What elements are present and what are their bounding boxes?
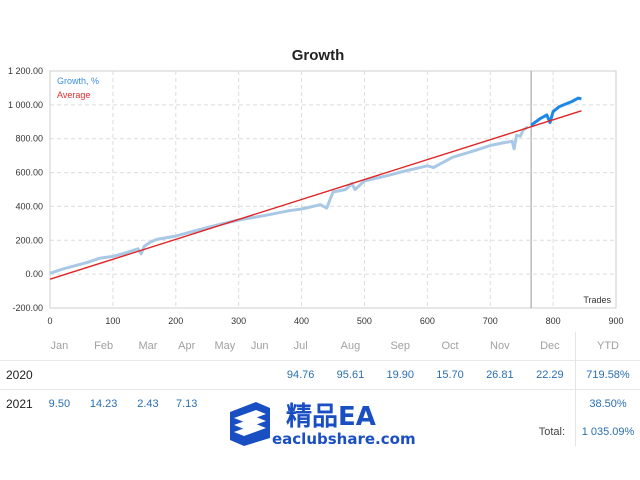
y-tick-label: 600.00 <box>15 168 43 178</box>
y-tick-label: 1 000.00 <box>8 100 43 110</box>
month-header: Nov <box>490 340 510 352</box>
watermark-domain: eaclubshare.com <box>272 430 416 448</box>
x-axis-ticks: 0 100 200 300 400 500 600 700 800 900 <box>47 316 623 326</box>
x-tick-label: 500 <box>357 316 372 326</box>
month-value-cell: 15.70 <box>425 360 475 390</box>
month-value-cell <box>375 389 426 418</box>
y-tick-label: 1 200.00 <box>8 66 43 76</box>
ytd-cell: 719.58% <box>575 360 640 390</box>
month-value-cell <box>40 360 79 390</box>
x-tick-label: 200 <box>168 316 183 326</box>
month-value-cell <box>524 389 576 418</box>
x-tick-label: 700 <box>483 316 498 326</box>
month-value-cell <box>275 389 326 418</box>
month-value-cell: 7.13 <box>167 389 207 418</box>
year-header <box>0 332 40 361</box>
month-value-cell: 94.76 <box>275 360 326 390</box>
watermark: 精品EA eaclubshare.com <box>226 396 426 452</box>
year-cell: 2021 <box>0 389 40 418</box>
month-value-cell <box>474 389 525 418</box>
x-tick-label: 900 <box>608 316 623 326</box>
growth-chart-svg: Growth -200.00 0.00 200.00 400.00 600.00 800.… <box>8 47 624 326</box>
month-header: Jul <box>293 340 308 352</box>
month-header: Sep <box>390 340 411 352</box>
x-axis-label: Trades <box>583 295 611 305</box>
legend-average: Average <box>57 90 90 100</box>
total-value: 1 035.09% <box>575 418 640 446</box>
total-label: Total: <box>538 426 565 438</box>
table-row: 2021 9.50 14.23 2.43 7.13 38.50% <box>0 389 640 418</box>
month-value-cell: 9.50 <box>40 389 79 418</box>
month-header: May <box>214 340 236 352</box>
y-tick-label: -200.00 <box>12 303 43 313</box>
x-tick-label: 100 <box>105 316 120 326</box>
x-tick-label: 0 <box>47 316 52 326</box>
year-cell: 2020 <box>0 360 40 390</box>
ytd-cell: 38.50% <box>575 389 640 418</box>
month-header: Mar <box>138 340 158 352</box>
month-header: Oct <box>441 340 459 352</box>
growth-recent-series-line <box>530 96 582 127</box>
month-value-cell <box>206 360 244 390</box>
legend-growth: Growth, % <box>57 76 99 86</box>
month-header: Jan <box>50 340 69 352</box>
x-tick-label: 800 <box>546 316 561 326</box>
ytd-header: YTD <box>575 332 640 361</box>
y-tick-label: 400.00 <box>15 201 43 211</box>
month-value-cell: 2.43 <box>128 389 168 418</box>
month-header: Apr <box>178 340 196 352</box>
month-value-cell: 95.61 <box>325 360 376 390</box>
growth-chart: Growth -200.00 0.00 200.00 400.00 600.00 800.… <box>8 47 624 326</box>
average-series-line <box>49 110 582 280</box>
y-tick-label: 200.00 <box>15 235 43 245</box>
chart-title: Growth <box>292 47 345 64</box>
y-axis-ticks: -200.00 0.00 200.00 400.00 600.00 800.00 1 000… <box>8 66 43 313</box>
month-value-cell <box>128 360 168 390</box>
grid <box>50 71 616 308</box>
month-value-cell <box>167 360 207 390</box>
series-group <box>49 96 582 280</box>
y-tick-label: 800.00 <box>15 134 43 144</box>
month-value-cell: 22.29 <box>524 360 576 390</box>
month-header: Feb <box>94 340 114 352</box>
x-tick-label: 600 <box>420 316 435 326</box>
month-value-cell: 19.90 <box>375 360 426 390</box>
x-tick-label: 400 <box>294 316 309 326</box>
month-value-cell <box>425 389 475 418</box>
y-tick-label: 0.00 <box>25 269 43 279</box>
month-header: Jun <box>250 340 269 352</box>
table-row: 2020 94.76 95.61 19.90 15.70 26.81 22.29 719.58… <box>0 360 640 390</box>
month-value-cell <box>243 360 276 390</box>
book-stack-icon <box>230 402 270 446</box>
month-value-cell: 14.23 <box>78 389 129 418</box>
month-header: Dec <box>540 340 560 352</box>
month-value-cell <box>78 360 129 390</box>
month-value-cell: 26.81 <box>474 360 525 390</box>
monthly-returns-table: Jan Feb Mar Apr May Jun Jul Aug Sep Oct Nov Dec YTD … <box>0 332 640 446</box>
x-tick-label: 300 <box>231 316 246 326</box>
growth-series-line <box>49 125 529 275</box>
watermark-title: 精品EA <box>286 402 376 432</box>
total-row: Total: 1 035.09% <box>0 418 640 446</box>
month-value-cell <box>325 389 376 418</box>
table-header-row: Jan Feb Mar Apr May Jun Jul Aug Sep Oct Nov Dec YTD <box>0 332 640 361</box>
month-header: Aug <box>340 340 361 352</box>
